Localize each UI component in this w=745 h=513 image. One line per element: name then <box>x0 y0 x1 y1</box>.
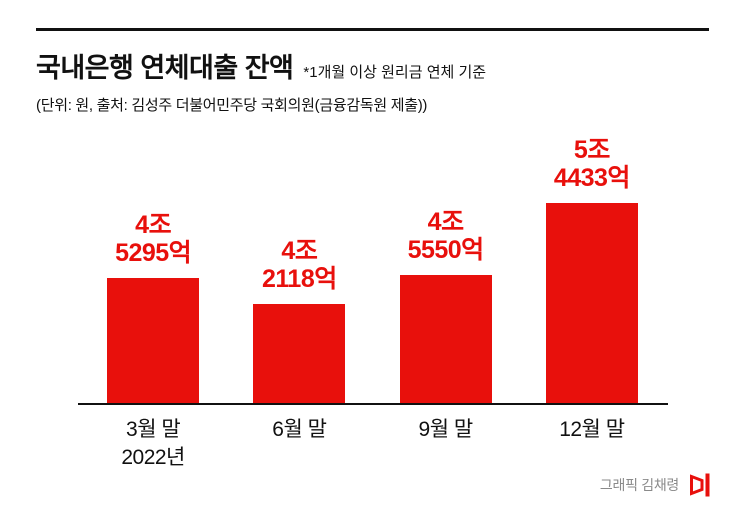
bar-value-label: 5조 4433억 <box>553 136 631 192</box>
x-axis-labels: 3월 말 2022년 6월 말 9월 말 12월 말 <box>80 416 665 473</box>
x-tick-sub: 2022년 <box>121 446 185 470</box>
x-tick-label: 9월 말 <box>373 416 519 473</box>
bar-group: 4조 5550억 <box>373 208 519 403</box>
bar-value-label: 4조 2118억 <box>262 237 337 293</box>
bar-group: 4조 5295억 <box>80 211 226 403</box>
bar-value-label: 4조 5295억 <box>115 211 192 267</box>
value-line-2: 5295억 <box>115 239 192 267</box>
publisher-logo-icon <box>690 473 710 497</box>
chart-title: 국내은행 연체대출 잔액 <box>36 53 294 83</box>
top-divider <box>36 28 709 31</box>
x-tick-main: 9월 말 <box>418 418 474 441</box>
x-tick-main: 6월 말 <box>272 418 327 441</box>
value-line-1: 4조 <box>281 237 318 265</box>
bar <box>253 304 346 403</box>
bar <box>107 278 200 403</box>
chart-header: 국내은행 연체대출 잔액 *1개월 이상 원리금 연체 기준 (단위: 원, 출… <box>36 46 715 115</box>
value-line-1: 5조 <box>573 136 610 164</box>
bar-group: 4조 2118억 <box>226 237 372 403</box>
x-tick-label: 6월 말 <box>226 416 372 473</box>
x-tick-label: 12월 말 <box>519 416 665 473</box>
x-axis-line <box>78 403 668 405</box>
bar-series: 4조 5295억 4조 2118억 4조 5550억 5조 4433억 <box>80 136 665 403</box>
graphic-credit: 그래픽 김채령 <box>599 477 679 493</box>
chart-source-line: (단위: 원, 출처: 김성주 더불어민주당 국회의원(금융감독원 제출)) <box>36 97 428 114</box>
x-tick-label: 3월 말 2022년 <box>80 416 226 473</box>
value-line-1: 4조 <box>427 208 464 236</box>
credit-footer: 그래픽 김채령 <box>600 471 711 499</box>
x-tick-main: 12월 말 <box>559 418 625 441</box>
chart-subtitle-note: *1개월 이상 원리금 연체 기준 <box>303 64 487 81</box>
value-line-2: 5550억 <box>407 236 485 264</box>
bar-group: 5조 4433억 <box>519 136 665 403</box>
bar <box>399 275 492 403</box>
value-line-2: 4433억 <box>553 164 631 192</box>
value-line-2: 2118억 <box>262 265 337 293</box>
value-line-1: 4조 <box>135 211 172 239</box>
bar <box>545 203 638 403</box>
x-tick-main: 3월 말 <box>126 418 181 441</box>
bar-value-label: 4조 5550억 <box>407 208 485 264</box>
